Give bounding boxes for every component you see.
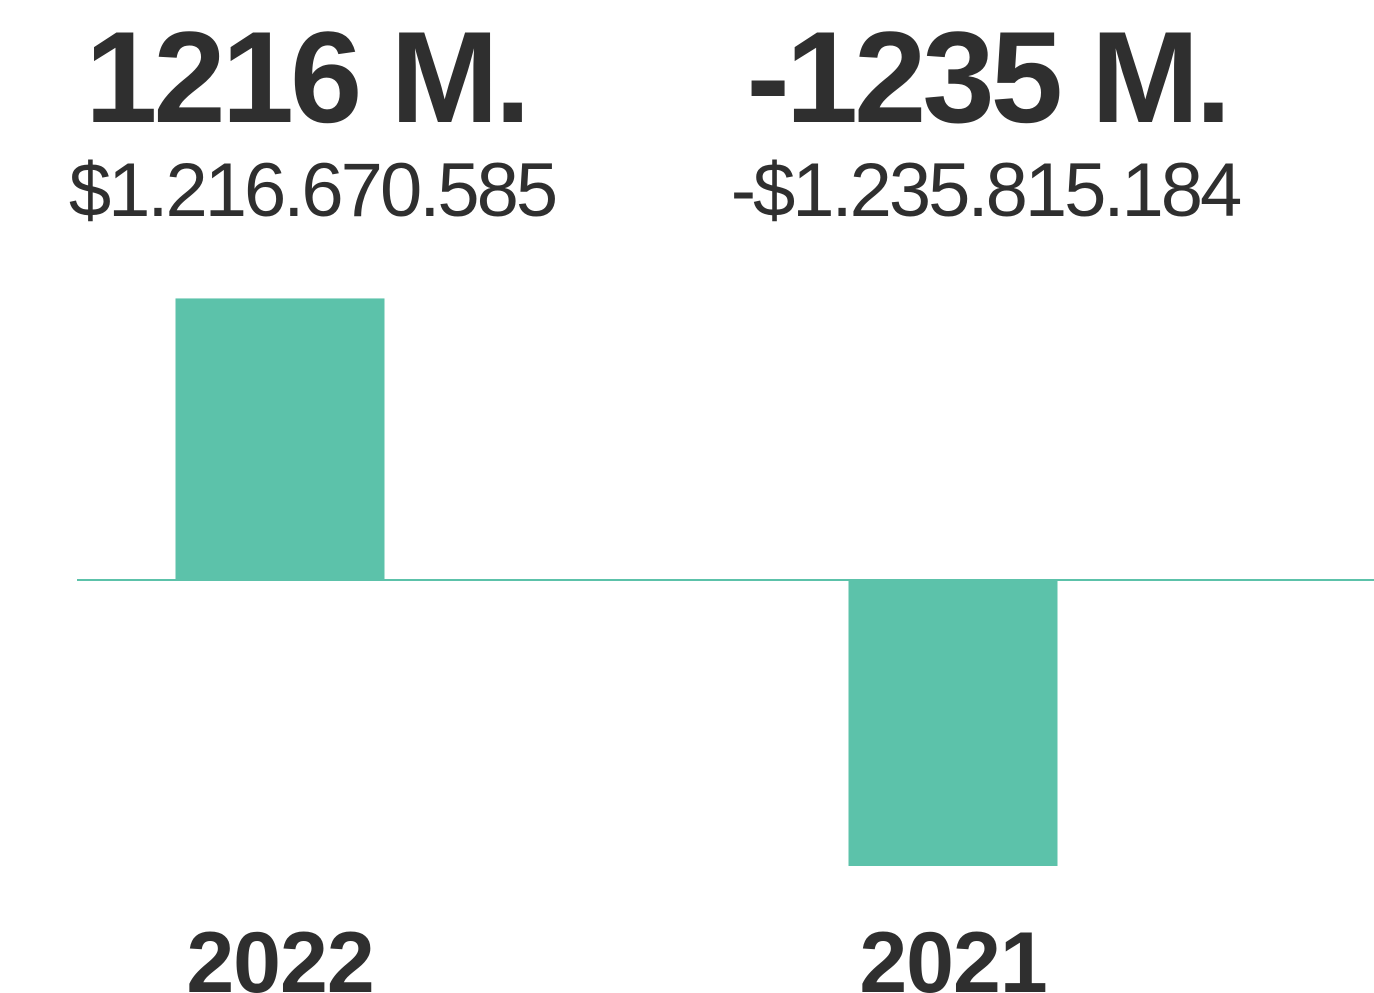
value-label: 1216 M.: [85, 4, 527, 150]
x-tick-label: 2021: [859, 915, 1046, 993]
bar: [848, 580, 1058, 866]
x-tick-label: 2022: [186, 915, 373, 993]
bar: [175, 298, 385, 580]
value-label-full: $1.216.670.585: [69, 148, 556, 233]
value-label: -1235 M.: [746, 4, 1227, 150]
value-label-full: -$1.235.815.184: [731, 148, 1241, 233]
